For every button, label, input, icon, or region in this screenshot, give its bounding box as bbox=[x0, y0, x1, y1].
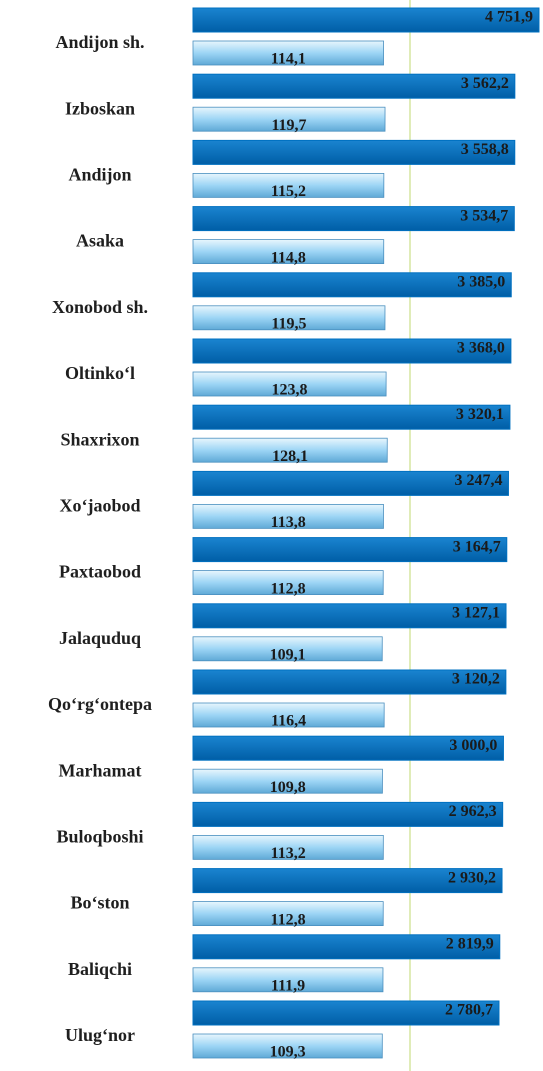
category-label: Andijon bbox=[68, 165, 131, 185]
bar bbox=[192, 801, 504, 827]
bar bbox=[192, 7, 540, 33]
value-label: 111,9 bbox=[271, 977, 305, 994]
value-label: 2 819,9 bbox=[446, 935, 494, 952]
category-label: Bo‘ston bbox=[70, 893, 129, 913]
category-label: Andijon sh. bbox=[55, 32, 144, 52]
bar bbox=[192, 503, 384, 529]
value-label: 119,5 bbox=[271, 315, 306, 332]
bar bbox=[192, 404, 511, 430]
category-label: Asaka bbox=[76, 231, 124, 251]
bar bbox=[192, 1000, 500, 1026]
bar bbox=[192, 73, 516, 99]
category-label: Paxtaobod bbox=[59, 562, 141, 582]
value-label: 2 930,2 bbox=[448, 869, 496, 886]
value-label: 119,7 bbox=[271, 117, 306, 134]
value-label: 115,2 bbox=[271, 183, 306, 200]
category-label: Ulug‘nor bbox=[65, 1025, 135, 1045]
bar bbox=[192, 470, 509, 496]
value-label: 3 000,0 bbox=[449, 737, 497, 754]
bar bbox=[192, 139, 516, 165]
bar bbox=[192, 901, 384, 926]
bar bbox=[192, 967, 384, 993]
value-label: 2 962,3 bbox=[449, 803, 497, 820]
bar bbox=[192, 934, 501, 960]
bar bbox=[192, 868, 503, 894]
value-label: 4 751,9 bbox=[485, 9, 533, 26]
value-label: 109,8 bbox=[270, 779, 306, 796]
value-label: 3 247,4 bbox=[454, 472, 502, 489]
bar bbox=[192, 338, 512, 364]
bar bbox=[192, 1033, 383, 1059]
value-label: 3 127,1 bbox=[452, 604, 500, 621]
value-label: 112,8 bbox=[271, 580, 306, 597]
category-label: Izboskan bbox=[65, 98, 135, 118]
bar bbox=[192, 371, 387, 397]
value-label: 113,2 bbox=[271, 845, 306, 862]
category-label: Shaxrixon bbox=[60, 429, 139, 449]
value-label: 109,3 bbox=[270, 1044, 306, 1061]
value-label: 116,4 bbox=[271, 713, 306, 730]
bar bbox=[192, 835, 384, 860]
value-label: 3 164,7 bbox=[453, 538, 501, 555]
bar bbox=[192, 537, 508, 563]
bar bbox=[192, 636, 383, 662]
value-label: 123,8 bbox=[272, 382, 308, 399]
category-label: Xo‘jaobod bbox=[59, 496, 140, 516]
bar bbox=[192, 603, 507, 629]
bar bbox=[192, 106, 386, 132]
bar bbox=[192, 437, 388, 463]
value-label: 112,8 bbox=[271, 911, 306, 928]
bar bbox=[192, 40, 384, 66]
value-label: 3 558,8 bbox=[461, 141, 509, 158]
bar bbox=[192, 768, 383, 794]
value-label: 113,8 bbox=[271, 514, 306, 531]
category-label: Xonobod sh. bbox=[52, 297, 148, 317]
category-label: Buloqboshi bbox=[56, 827, 143, 847]
category-label: Marhamat bbox=[59, 760, 142, 780]
bar bbox=[192, 206, 515, 232]
bar bbox=[192, 172, 385, 198]
bar bbox=[192, 570, 384, 595]
category-label: Jalaquduq bbox=[59, 628, 141, 648]
value-label: 3 120,2 bbox=[452, 671, 500, 688]
bar bbox=[192, 239, 385, 265]
value-label: 3 368,0 bbox=[457, 340, 505, 357]
bar bbox=[192, 702, 385, 728]
bar bbox=[192, 735, 504, 761]
value-label: 2 780,7 bbox=[445, 1002, 493, 1019]
category-label: Oltinko‘l bbox=[65, 363, 135, 383]
value-label: 114,8 bbox=[271, 249, 306, 266]
category-label: Baliqchi bbox=[68, 959, 132, 979]
value-label: 128,1 bbox=[272, 448, 308, 465]
value-label: 3 534,7 bbox=[460, 207, 508, 224]
value-label: 3 385,0 bbox=[457, 273, 505, 290]
value-label: 3 320,1 bbox=[456, 406, 504, 423]
bar bbox=[192, 669, 507, 695]
bar bbox=[192, 305, 386, 331]
category-label: Qo‘rg‘ontepa bbox=[48, 694, 152, 714]
value-label: 3 562,2 bbox=[461, 75, 509, 92]
bar bbox=[192, 272, 512, 298]
value-label: 114,1 bbox=[271, 51, 306, 68]
value-label: 109,1 bbox=[270, 646, 306, 663]
